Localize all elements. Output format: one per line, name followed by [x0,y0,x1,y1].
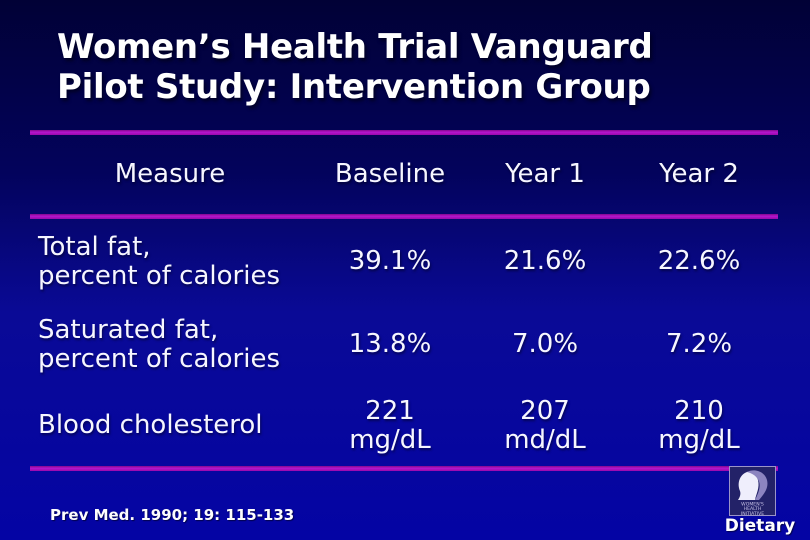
measure-cell: Total fat, percent of calories [30,231,310,291]
unit-line: md/dL [504,424,586,455]
divider-rule-top [30,130,778,135]
table-row: Saturated fat, percent of calories 13.8%… [30,304,778,385]
unit-line: mg/dL [658,424,740,455]
citation-text: Prev Med. 1990; 19: 115-133 [50,506,295,524]
logo-text-line: HEALTH [744,506,762,512]
baseline-cell: 221 mg/dL [310,395,470,455]
woman-hair-icon [747,470,768,500]
unit-line: mg/dL [349,424,431,455]
header-measure: Measure [114,159,226,189]
year2-cell: 7.2% [665,329,733,359]
logo-label: Dietary [724,516,796,536]
header-year2: Year 2 [659,159,739,189]
header-baseline: Baseline [334,159,446,189]
header-year1: Year 1 [505,159,585,189]
table-row: Blood cholesterol 221 mg/dL 207 md/dL 21… [30,385,778,466]
year1-cell: 21.6% [503,246,587,276]
slide-title-line1: Women’s Health Trial Vanguard [57,27,653,67]
value-line: 207 [520,395,570,426]
logo-text-line: WOMEN'S [741,502,764,508]
measure-cell: Saturated fat, percent of calories [30,314,310,374]
slide-title-line2: Pilot Study: Intervention Group [57,67,651,107]
measure-cell: Blood cholesterol [38,410,263,440]
year1-cell: 7.0% [511,329,579,359]
year1-cell: 207 md/dL [470,395,620,455]
measure-line: percent of calories [38,260,280,291]
value-line: 210 [674,395,724,426]
table-row: Total fat, percent of calories 39.1% 21.… [30,219,778,304]
whi-logo-icon: WOMEN'S HEALTH INITIATIVE [729,466,776,516]
divider-rule-bottom [30,466,778,471]
year2-cell: 22.6% [657,246,741,276]
logo-text-line: INITIATIVE [741,511,764,516]
year2-cell: 210 mg/dL [620,395,778,455]
value-line: 221 [365,395,415,426]
woman-profile-icon [738,471,759,500]
baseline-cell: 39.1% [348,246,432,276]
measure-line: Saturated fat, [38,314,219,345]
baseline-cell: 13.8% [348,329,432,359]
slide-title: Women’s Health Trial Vanguard Pilot Stud… [57,27,777,107]
table-header-row: Measure Baseline Year 1 Year 2 [30,135,778,214]
divider-rule-header [30,214,778,219]
measure-line: Total fat, [38,231,151,262]
measure-line: percent of calories [38,343,280,374]
